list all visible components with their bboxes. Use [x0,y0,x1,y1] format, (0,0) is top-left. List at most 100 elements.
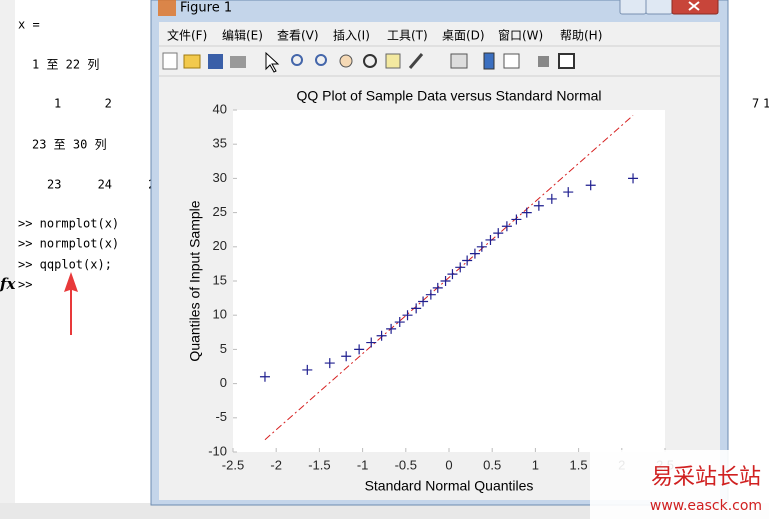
status-bar [0,503,769,519]
cw-overflow: 1 [763,97,769,111]
y-tick-label: 15 [213,272,227,287]
data-point [425,289,436,300]
tool-icon[interactable] [339,54,353,68]
data-point [402,310,413,321]
data-point [376,330,387,341]
chart-title: QQ Plot of Sample Data versus Standard N… [296,88,601,104]
y-tick-label: 20 [213,238,227,253]
data-point [259,371,270,382]
tool-icon[interactable] [483,52,495,70]
y-tick-label: 5 [220,341,227,356]
toolbar [162,51,575,73]
data-point [511,214,522,225]
cw-line[interactable]: >> normplot(x) [18,237,119,251]
data-point [440,276,451,286]
data-point [628,173,639,184]
y-axis-label: Quantiles of Input Sample [187,200,203,361]
y-tick-label: 10 [213,307,227,322]
menu-item[interactable]: 帮助(H) [560,29,602,43]
close-glyph [688,1,700,11]
tool-icon[interactable] [265,51,280,73]
maximize-button[interactable] [645,0,673,15]
x-tick-label: -1 [357,457,369,472]
x-tick-label: -2.5 [222,457,244,472]
tool-icon[interactable] [538,56,549,67]
tool-icon[interactable] [208,54,223,69]
cw-line: 1 2 3 [54,97,162,111]
data-point [563,187,574,198]
tool-icon[interactable] [385,53,401,69]
x-tick-label: 0 [445,457,452,472]
red-arrow [64,272,78,335]
menu-item[interactable]: 工具(T) [387,29,428,43]
data-point [354,344,365,355]
menu-item[interactable]: 桌面(D) [442,29,485,43]
cw-line[interactable]: >> normplot(x) [18,217,119,231]
minimize-button[interactable] [619,0,647,15]
data-point [493,228,504,239]
data-point [394,317,405,328]
data-point [418,296,429,307]
menu-item[interactable]: 插入(I) [333,29,370,43]
plot: -2.5-2-1.5-1-0.500.511.522.5-10-50510152… [208,101,674,472]
left-margin [0,0,15,505]
window-title: Figure 1 [180,1,232,16]
y-tick-label: 35 [213,136,227,151]
data-point [546,193,557,204]
menu-item[interactable]: 文件(F) [167,28,207,43]
x-axis-label: Standard Normal Quantiles [365,478,534,494]
x-tick-label: 1 [532,457,539,472]
menu-item[interactable]: 查看(V) [277,29,319,43]
data-point [411,303,422,314]
data-point [447,269,458,280]
menu-bar: 文件(F) 编辑(E) 查看(V) 插入(I) 工具(T) 桌面(D) 窗口(W) 帮助(H) [167,28,602,43]
tool-icon[interactable] [363,54,377,68]
cw-line: 23 24 25 [47,178,163,192]
data-point [455,262,466,273]
tool-icon[interactable] [450,53,468,69]
data-point [469,248,480,259]
x-tick-label: 1.5 [570,457,588,472]
tool-icon[interactable] [162,52,178,70]
x-tick-label: -2 [270,457,282,472]
menu-item[interactable]: 窗口(W) [498,29,543,43]
menu-item[interactable]: 编辑(E) [222,28,263,43]
tool-icon[interactable] [408,53,424,69]
data-point [462,255,473,266]
cw-line: 23 至 30 列 [32,138,107,152]
tool-icon[interactable] [315,54,327,66]
watermark-url: www.easck.com [650,498,762,514]
cw-line: 1 至 22 列 [32,58,99,72]
tool-icon[interactable] [558,53,575,69]
data-point [341,351,352,362]
cw-overflow: 7 [752,97,759,111]
data-point [432,282,443,293]
tool-icon[interactable] [503,53,520,69]
watermark-bg [590,450,769,519]
data-point [386,323,397,334]
x-tick-label: -1.5 [308,457,330,472]
fx-icon[interactable]: fx [0,275,16,293]
y-tick-label: 25 [213,204,227,219]
y-tick-label: 40 [213,101,227,116]
reference-line [264,115,634,441]
matlab-icon [158,0,176,16]
cw-line: x = [18,18,40,32]
data-point [501,221,512,232]
tool-icon[interactable] [183,54,201,69]
x-tick-label: -0.5 [395,457,417,472]
data-point [585,180,596,191]
cw-prompt[interactable]: >> [18,278,32,292]
y-tick-label: -5 [215,409,227,424]
tool-icon[interactable] [291,54,303,66]
watermark-title: 易采站长站 [651,465,761,490]
cw-line[interactable]: >> qqplot(x); [18,258,112,272]
data-point [302,364,313,375]
x-tick-label: 0.5 [483,457,501,472]
data-point [533,200,544,211]
y-tick-label: -10 [208,443,227,458]
tool-icon[interactable] [230,56,246,68]
y-tick-label: 30 [213,170,227,185]
